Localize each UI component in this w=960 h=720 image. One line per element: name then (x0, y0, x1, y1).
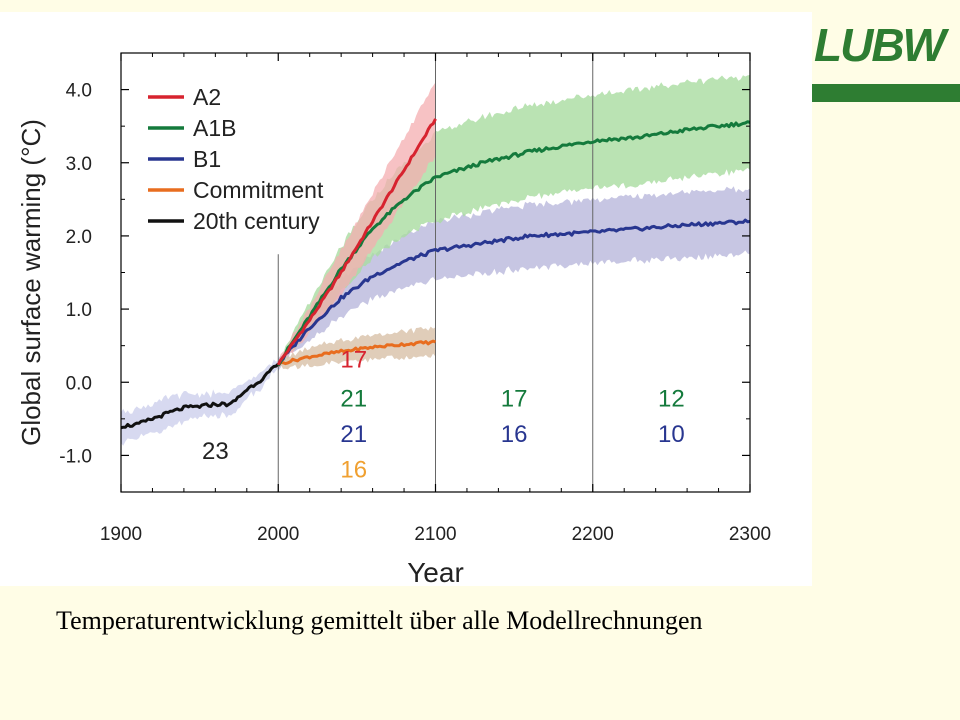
series-line-20th-century (120, 362, 280, 430)
model-count-label: 16 (501, 421, 528, 448)
x-tick-label: 2300 (729, 524, 771, 545)
y-tick-label: 2.0 (66, 227, 92, 248)
model-count-label: 17 (340, 347, 367, 374)
chart-panel: 1900 2000 2100 2200 2300 -1.0 0.0 1.0 2.0 3.0 4.0 Y… (0, 12, 812, 586)
legend-label: A2 (193, 84, 221, 110)
legend-label: Commitment (193, 177, 324, 203)
logo-bar (812, 84, 960, 102)
legend-label: A1B (193, 115, 236, 141)
legend-label: 20th century (193, 208, 320, 234)
model-count-label: 16 (340, 456, 367, 483)
x-axis-label: Year (407, 557, 464, 586)
y-tick-label: 4.0 (66, 81, 92, 102)
x-tick-label: 2000 (257, 524, 299, 545)
band-b1 (278, 186, 750, 372)
lubw-logo: LUBW (814, 18, 960, 108)
model-count-label: 23 (202, 438, 229, 465)
x-tick-label: 2100 (414, 524, 456, 545)
band-a2 (278, 82, 436, 368)
model-count-label: 10 (658, 421, 685, 448)
warming-chart: 1900 2000 2100 2200 2300 -1.0 0.0 1.0 2.0 3.0 4.0 Y… (16, 52, 771, 586)
series-line-b1 (277, 218, 751, 366)
y-tick-label: 0.0 (66, 373, 92, 394)
slide-caption: Temperaturentwicklung gemittelt über all… (56, 606, 703, 635)
x-tick-label: 1900 (100, 524, 142, 545)
model-count-label: 21 (340, 421, 367, 448)
y-tick-label: -1.0 (59, 446, 92, 467)
series-line-commitment (277, 339, 437, 366)
x-tick-label: 2200 (572, 524, 614, 545)
series-line-a2 (276, 118, 437, 366)
logo-text: LUBW (814, 19, 946, 71)
y-tick-label: 1.0 (66, 300, 92, 321)
y-tick-label: 3.0 (66, 154, 92, 175)
model-count-label: 12 (658, 385, 685, 412)
band-a1b (278, 74, 750, 367)
model-count-label: 21 (340, 385, 367, 412)
legend-label: B1 (193, 146, 221, 172)
y-axis-label: Global surface warming (°C) (16, 119, 46, 446)
band-20th-century (121, 359, 279, 446)
model-count-label: 17 (501, 385, 528, 412)
